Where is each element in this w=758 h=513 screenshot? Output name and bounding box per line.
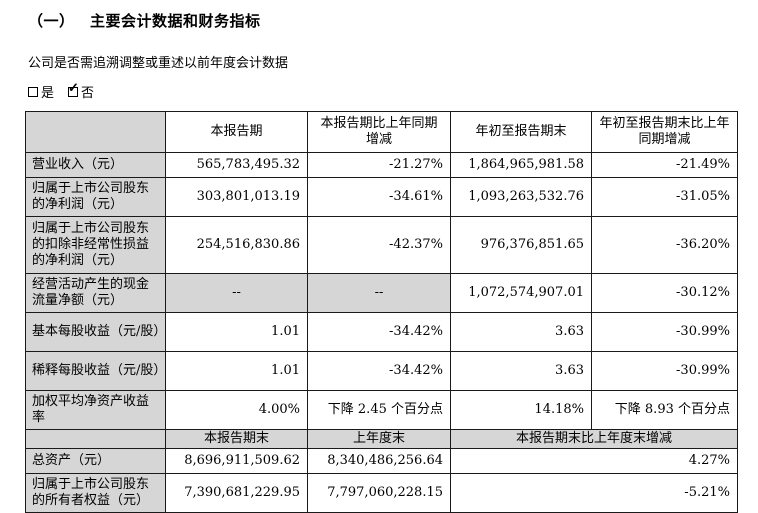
value-cell: 254,516,830.86 xyxy=(165,216,308,274)
value-cell: 1.01 xyxy=(165,351,308,391)
value-cell: 14.18% xyxy=(450,390,592,430)
value-cell: 7,797,060,228.15 xyxy=(307,473,451,513)
value-cell: -34.42% xyxy=(307,312,451,352)
value-cell: -5.21% xyxy=(450,473,738,513)
checkbox-group-no: 否 xyxy=(68,81,95,101)
value-cell: 1,072,574,907.01 xyxy=(450,273,592,313)
value-cell: 565,783,495.32 xyxy=(165,152,308,178)
row-label: 营业收入（元） xyxy=(25,152,166,178)
value-cell: -21.49% xyxy=(591,152,738,178)
table-row: 经营活动产生的现金流量净额（元） -- -- 1,072,574,907.01 -30.… xyxy=(25,273,738,313)
table-row: 营业收入（元） 565,783,495.32 -21.27% 1,864,965,98… xyxy=(25,152,738,178)
table-row: 本报告期 本报告期比上年同期增减 年初至报告期末 年初至报告期末比上年同期增减 xyxy=(25,111,738,153)
value-cell: -31.05% xyxy=(591,177,738,217)
value-cell: 3.63 xyxy=(450,351,592,391)
value-cell: 下降 2.45 个百分点 xyxy=(307,390,451,430)
value-cell: -30.99% xyxy=(591,312,738,352)
table-row: 归属于上市公司股东的净利润（元） 303,801,013.19 -34.61% 1,0… xyxy=(25,177,738,217)
header-cell: 年初至报告期末比上年同期增减 xyxy=(591,111,738,153)
checkbox-no-checked-icon xyxy=(68,81,79,97)
financial-indicators-table: 本报告期 本报告期比上年同期增减 年初至报告期末 年初至报告期末比上年同期增减 营业收入… xyxy=(25,111,738,513)
row-label: 经营活动产生的现金流量净额（元） xyxy=(25,273,166,313)
value-cell: 3.63 xyxy=(450,312,592,352)
value-cell: 下降 8.93 个百分点 xyxy=(591,390,738,430)
value-cell: -- xyxy=(165,273,308,313)
value-cell: 1,864,965,981.58 xyxy=(450,152,592,178)
value-cell: -34.61% xyxy=(307,177,451,217)
header-cell: 本报告期比上年同期增减 xyxy=(307,111,451,153)
value-cell: 8,696,911,509.62 xyxy=(165,448,308,474)
table-row: 本报告期末 上年度末 本报告期末比上年度末增减 xyxy=(25,429,738,449)
checkbox-group-yes: 是 xyxy=(28,82,54,101)
value-cell: -42.37% xyxy=(307,216,451,274)
value-cell: -34.42% xyxy=(307,351,451,391)
header2-blank-cell xyxy=(25,429,166,449)
restatement-question: 公司是否需追溯调整或重述以前年度会计数据 xyxy=(28,56,289,71)
row-label: 稀释每股收益（元/股） xyxy=(25,351,166,391)
row-label: 基本每股收益（元/股） xyxy=(25,312,166,352)
table-row: 总资产（元） 8,696,911,509.62 8,340,486,256.64 4.… xyxy=(25,448,738,474)
checkbox-yes-label: 是 xyxy=(41,86,55,101)
section-title: （一） 主要会计数据和财务指标 xyxy=(28,12,261,30)
value-cell: -30.99% xyxy=(591,351,738,391)
value-cell: -21.27% xyxy=(307,152,451,178)
checkbox-yes-icon xyxy=(28,86,38,97)
header-cell: 本报告期 xyxy=(165,111,308,153)
header2-cell: 上年度末 xyxy=(307,429,451,449)
header2-cell: 本报告期末 xyxy=(165,429,308,449)
header2-cell: 本报告期末比上年度末增减 xyxy=(450,429,738,449)
table-row: 归属于上市公司股东的扣除非经常性损益的净利润（元） 254,516,830.86-… xyxy=(25,216,738,274)
value-cell: 8,340,486,256.64 xyxy=(307,448,451,474)
value-cell: 1,093,263,532.76 xyxy=(450,177,592,217)
header-cell: 年初至报告期末 xyxy=(450,111,592,153)
table-row: 加权平均净资产收益率 4.00% 下降 2.45 个百分点 14.18% 下降 8.93… xyxy=(25,390,738,430)
restatement-answer: 是 否 xyxy=(28,81,740,101)
row-label: 归属于上市公司股东的所有者权益（元） xyxy=(25,473,166,513)
row-label: 归属于上市公司股东的扣除非经常性损益的净利润（元） xyxy=(25,216,166,274)
checkbox-no-label: 否 xyxy=(81,86,95,101)
header-blank-cell xyxy=(25,111,166,153)
value-cell: 1.01 xyxy=(165,312,308,352)
value-cell: 7,390,681,229.95 xyxy=(165,473,308,513)
table-row: 基本每股收益（元/股） 1.01 -34.42% 3.63 -30.99% xyxy=(25,312,738,352)
value-cell: -36.20% xyxy=(591,216,738,274)
value-cell: 4.27% xyxy=(450,448,738,474)
table-row: 稀释每股收益（元/股） 1.01 -34.42% 3.63 -30.99% xyxy=(25,351,738,391)
value-cell: -30.12% xyxy=(591,273,738,313)
value-cell: 976,376,851.65 xyxy=(450,216,592,274)
value-cell: 303,801,013.19 xyxy=(165,177,308,217)
row-label: 加权平均净资产收益率 xyxy=(25,390,166,430)
row-label: 总资产（元） xyxy=(25,448,166,474)
value-cell: -- xyxy=(307,273,451,313)
row-label: 归属于上市公司股东的净利润（元） xyxy=(25,177,166,217)
value-cell: 4.00% xyxy=(165,390,308,430)
table-row: 归属于上市公司股东的所有者权益（元） 7,390,681,229.95 7,797,… xyxy=(25,473,738,513)
